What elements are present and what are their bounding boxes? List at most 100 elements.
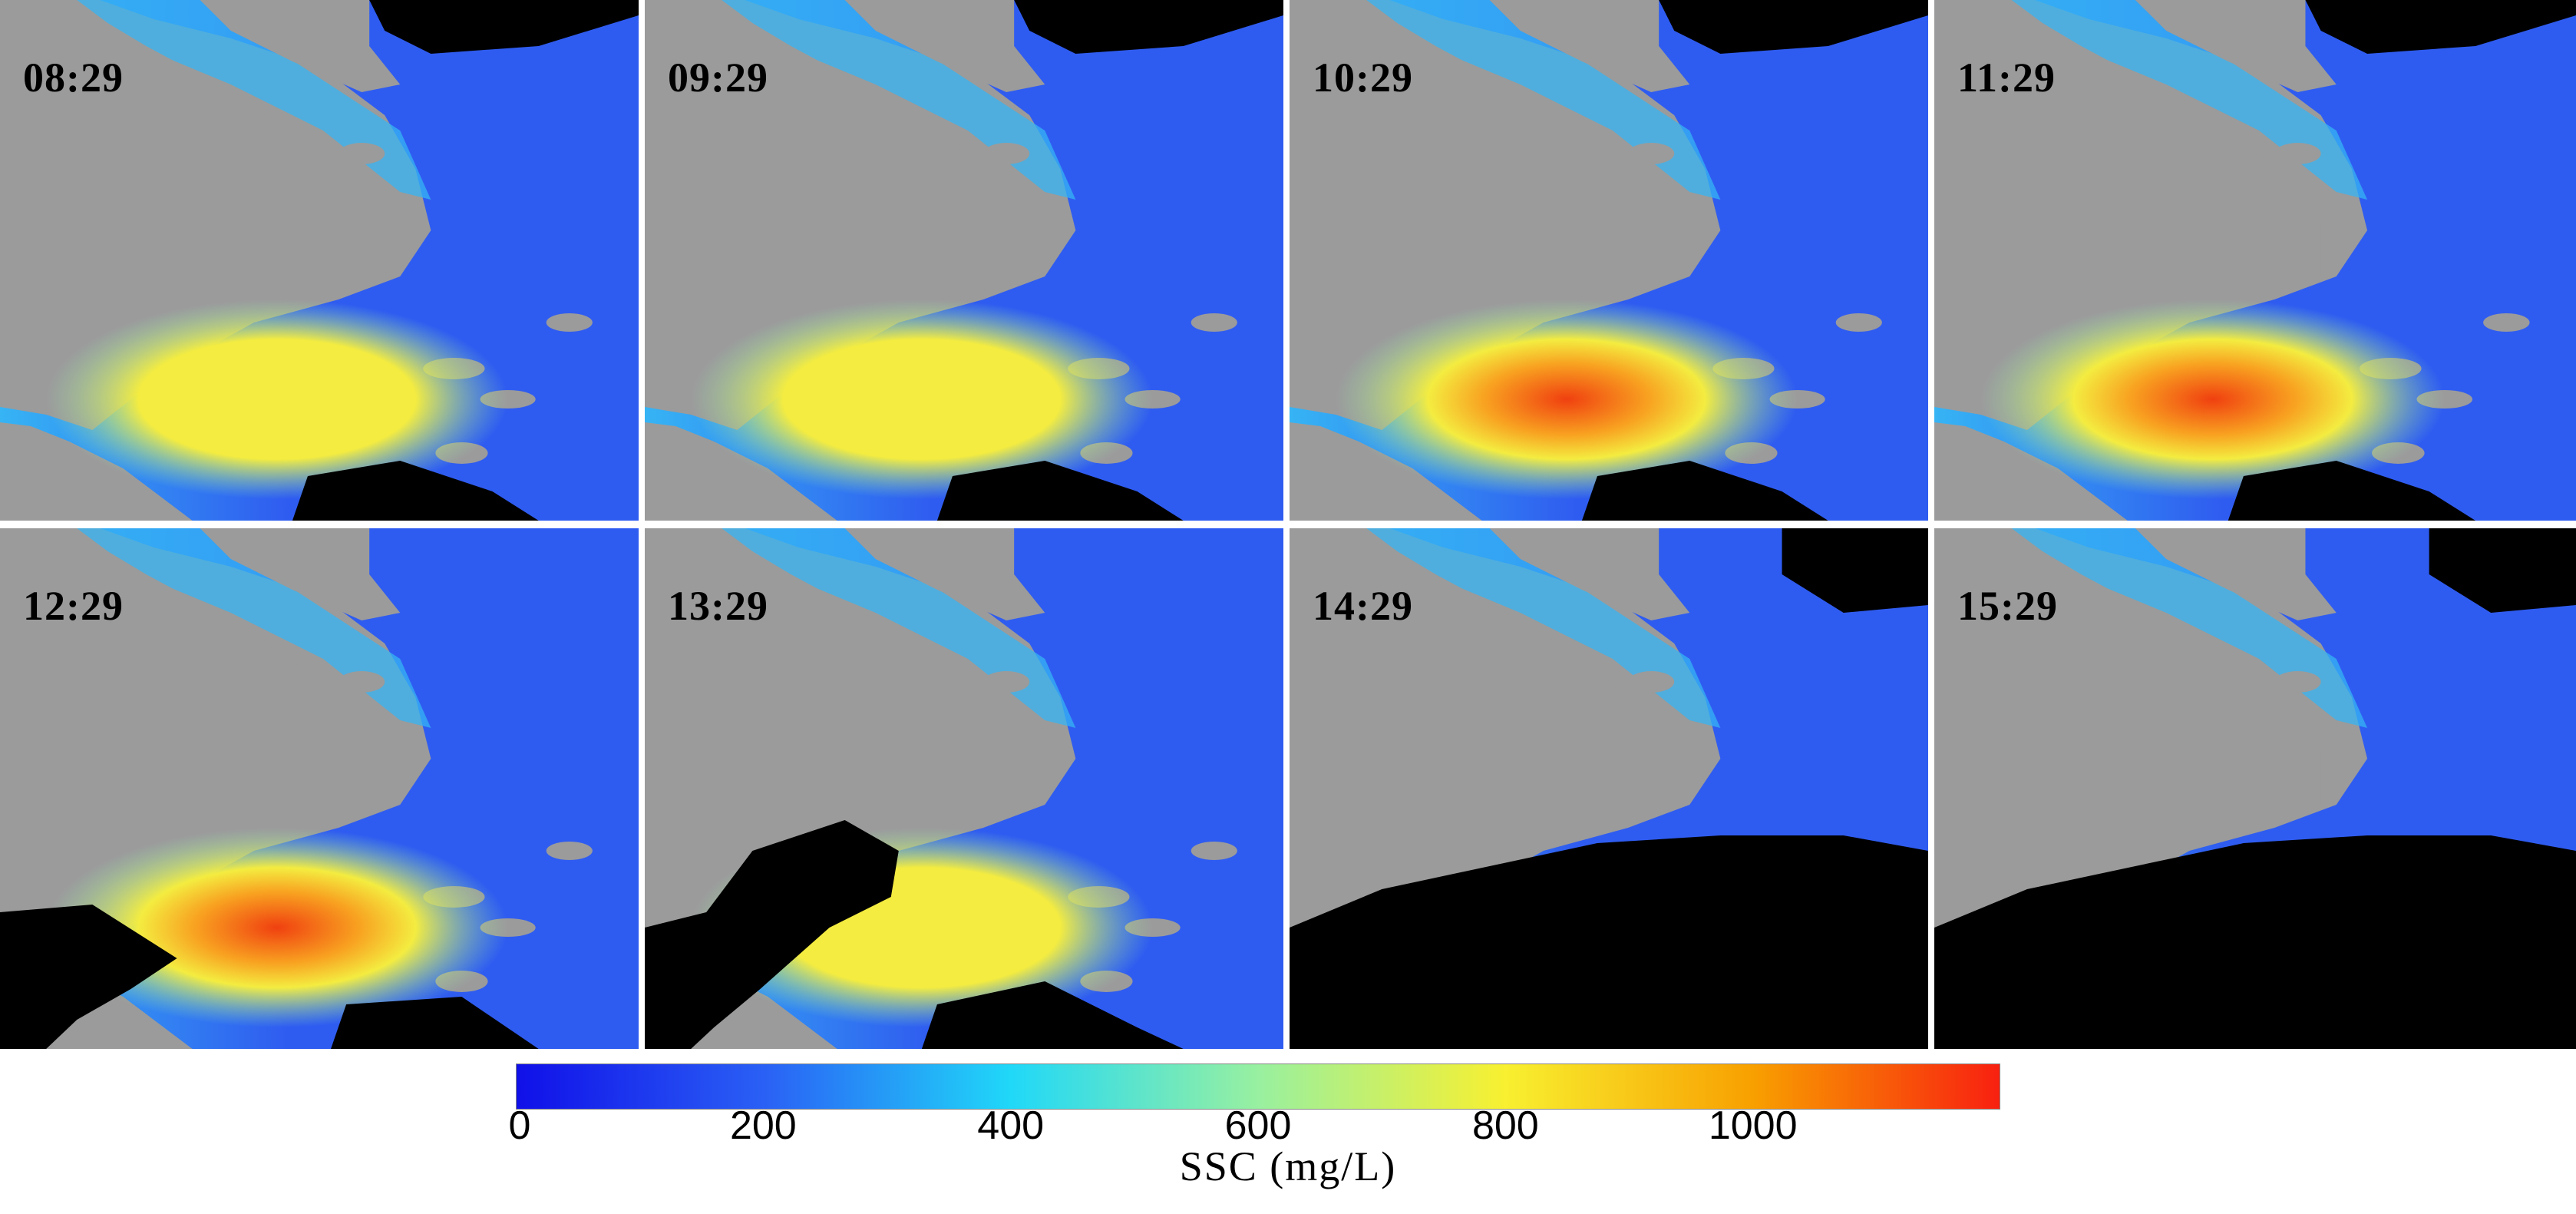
no-data-mask [1934, 835, 2576, 1049]
sediment-plume [1336, 299, 1798, 499]
no-data-mask [292, 461, 539, 521]
land-south-shore [1290, 438, 1451, 521]
river-channel [722, 528, 1076, 728]
estuary-map [1934, 0, 2576, 521]
no-data-mask [1014, 0, 1283, 54]
no-data-mask [0, 905, 177, 1049]
river-channel [77, 528, 431, 728]
estuary-map [0, 0, 639, 521]
colorbar-tick-1000: 1000 [1708, 1103, 1798, 1148]
river-channel [722, 0, 1076, 200]
shoal-island [1673, 200, 1707, 215]
shoal-island [2319, 200, 2353, 215]
no-data-mask [936, 461, 1184, 521]
river-channel [77, 0, 431, 200]
no-data-mask [1581, 461, 1828, 521]
panel-time-label: 09:29 [668, 55, 768, 101]
river-channel [1366, 528, 1721, 728]
panel-time-label: 15:29 [1957, 583, 2058, 629]
land-south-bank [0, 528, 385, 943]
no-data-mask [921, 981, 1184, 1049]
estuary-map [1934, 528, 2576, 1049]
map-panel-1229: 12:29 [0, 528, 639, 1049]
shoal-island [1191, 842, 1237, 860]
map-panel-1329: 13:29 [645, 528, 1283, 1049]
no-data-mask [2228, 461, 2476, 521]
land-south-bank [1934, 0, 2321, 415]
land-north-island [200, 0, 401, 92]
land-south-shore [1934, 438, 2097, 521]
estuary-map [0, 528, 639, 1049]
no-data-mask [645, 820, 899, 1049]
map-panel-0929: 09:29 [645, 0, 1283, 521]
shoal-island [383, 728, 418, 743]
shoal-island [2274, 671, 2321, 693]
shoal-island [546, 842, 593, 860]
no-data-mask [1659, 0, 1928, 54]
shoal-island [1028, 728, 1062, 743]
map-panel-0829: 08:29 [0, 0, 639, 521]
land-north-island [844, 0, 1045, 92]
river-channel [2011, 528, 2368, 728]
shoal-island [1191, 313, 1237, 332]
no-data-mask [369, 0, 639, 54]
colorbar-tick-800: 800 [1471, 1103, 1539, 1148]
shoal-island [339, 143, 385, 164]
land-north-island [844, 528, 1045, 620]
no-data-mask [1782, 528, 1928, 613]
land-south-bank [0, 0, 385, 415]
ssc-map-grid: 08:29 09:29 10:29 11:29 12:29 13:29 14:29 15:29 [0, 0, 2576, 1049]
panel-time-label: 11:29 [1957, 55, 2056, 101]
shoal-island [339, 671, 385, 693]
panel-time-label: 14:29 [1313, 583, 1413, 629]
map-panel-1529: 15:29 [1934, 528, 2576, 1049]
land-south-bank [645, 0, 1030, 415]
sediment-plume [46, 299, 508, 499]
shoal-island [546, 313, 593, 332]
estuary-map [1290, 0, 1928, 521]
sediment-plume [691, 299, 1153, 499]
shoal-island [1835, 313, 1882, 332]
panel-time-label: 13:29 [668, 583, 768, 629]
land-south-bank [1290, 0, 1675, 415]
land-north-island [2135, 0, 2337, 92]
land-south-shore [645, 438, 807, 521]
land-north-island [200, 528, 401, 620]
colorbar-tick-200: 200 [729, 1103, 797, 1148]
land-south-bank [1934, 528, 2321, 943]
land-north-island [1489, 0, 1690, 92]
shoal-island [1028, 200, 1062, 215]
panel-time-label: 12:29 [23, 583, 124, 629]
shoal-island [983, 143, 1030, 164]
map-panel-1429: 14:29 [1290, 528, 1928, 1049]
land-south-bank [645, 528, 1030, 943]
no-data-mask [2429, 528, 2576, 613]
sediment-plume [1980, 299, 2445, 499]
sediment-plume [46, 828, 508, 1027]
colorbar-gradient [516, 1063, 2000, 1110]
land-north-island [1489, 528, 1690, 620]
land-south-bank [1290, 528, 1675, 943]
river-channel [1366, 0, 1721, 200]
shoal-island [1628, 143, 1675, 164]
land-south-shore [0, 438, 162, 521]
estuary-map [645, 528, 1283, 1049]
shoal-island [2483, 313, 2530, 332]
shoal-island [2274, 143, 2321, 164]
no-data-mask [331, 997, 539, 1049]
no-data-mask [2305, 0, 2576, 54]
shoal-island [1673, 728, 1707, 743]
map-panel-1029: 10:29 [1290, 0, 1928, 521]
colorbar-label: SSC (mg/L) [1179, 1143, 1397, 1189]
ssc-colorbar [516, 1063, 2000, 1110]
river-channel [2011, 0, 2368, 200]
colorbar-tick-400: 400 [977, 1103, 1045, 1148]
colorbar-tick-0: 0 [508, 1103, 531, 1148]
panel-time-label: 10:29 [1313, 55, 1413, 101]
estuary-map [645, 0, 1283, 521]
shoal-island [2319, 728, 2353, 743]
estuary-map [1290, 528, 1928, 1049]
no-data-mask [1290, 835, 1928, 1049]
shoal-island [1628, 671, 1675, 693]
shoal-island [383, 200, 418, 215]
